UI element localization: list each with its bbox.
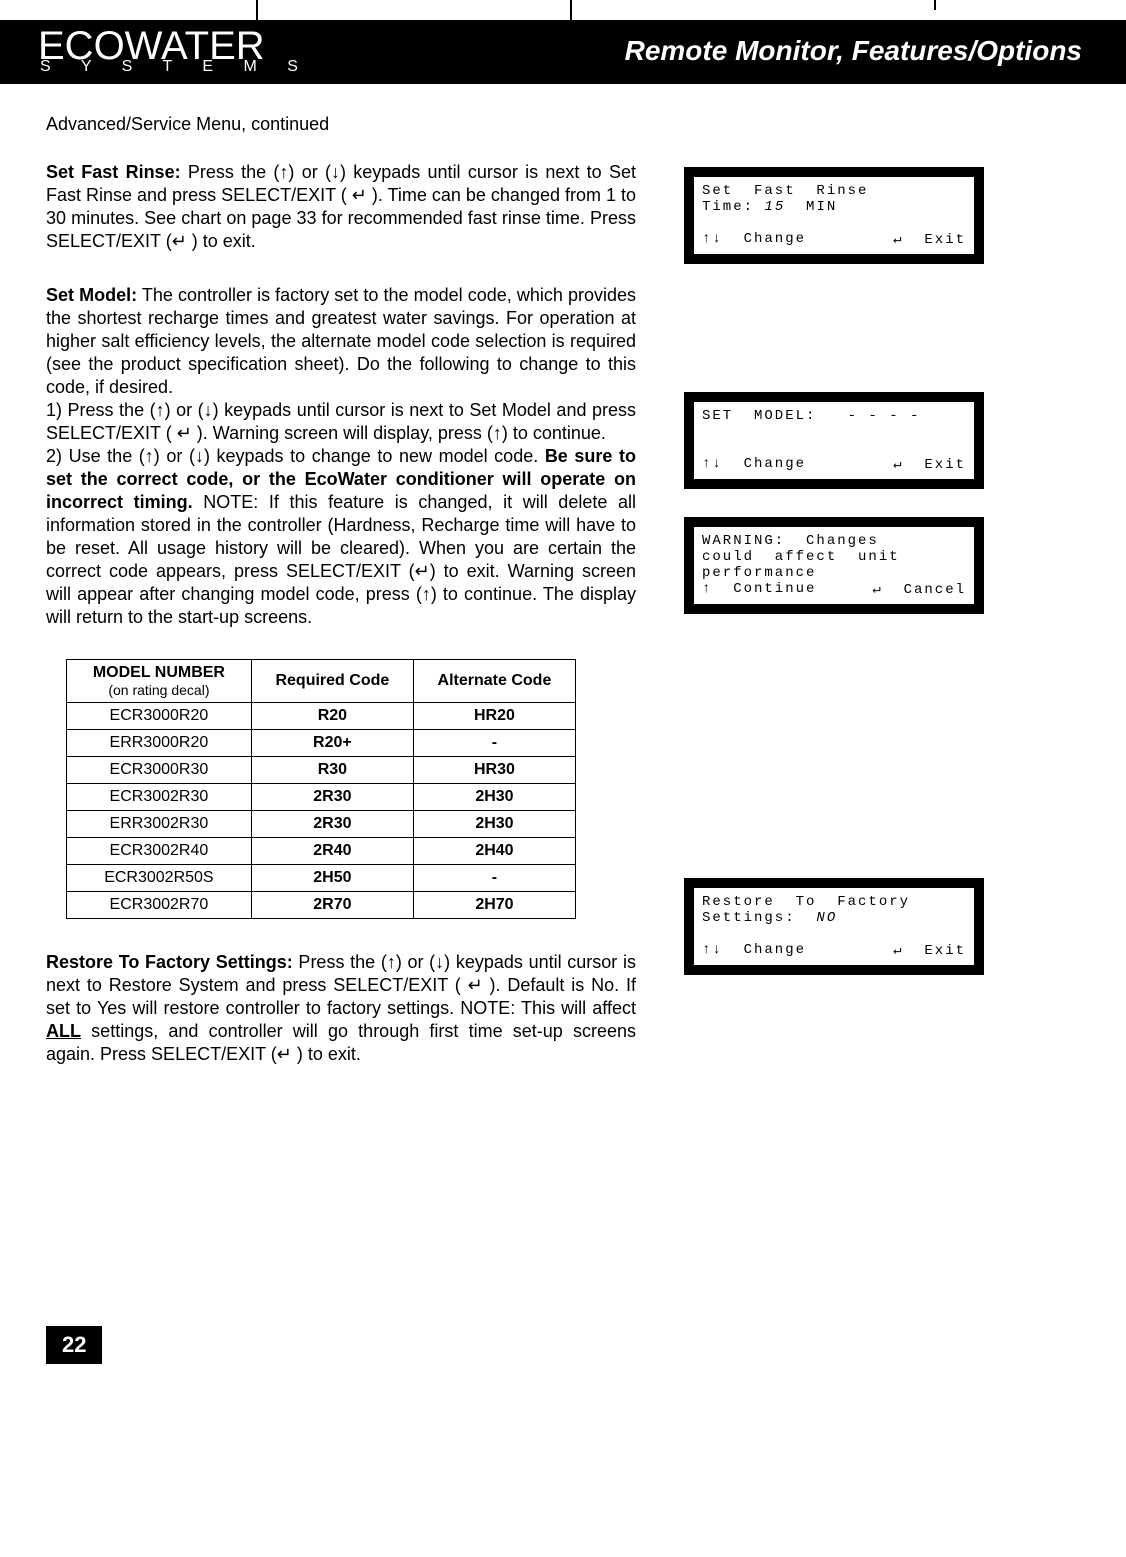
- table-row: ERR3000R20R20+-: [67, 729, 576, 756]
- th-model-main: MODEL NUMBER: [93, 664, 225, 681]
- lcd-fr-l2a: Time:: [702, 199, 764, 215]
- cell-alternate: 2H40: [413, 837, 575, 864]
- lcd-warning: WARNING: Changes could affect unit perfo…: [684, 517, 984, 614]
- lcd-fr-l2: Time: 15 MIN: [702, 199, 966, 215]
- lcd-fr-l2c: MIN: [785, 199, 837, 215]
- header-title: Remote Monitor, Features/Options: [625, 35, 1082, 67]
- lcd-r-fl: ↑↓ Change: [702, 942, 806, 959]
- cell-model: ECR3002R70: [67, 891, 252, 918]
- lcd-w-fl: ↑ Continue: [702, 581, 816, 598]
- lcd-w-fr: ↵ Cancel: [872, 581, 966, 598]
- cell-required: 2R40: [251, 837, 413, 864]
- th-alternate: Alternate Code: [413, 659, 575, 702]
- set-model-step2b: NOTE: If this feature is changed, it wil…: [46, 492, 636, 627]
- lcd-fr-l2b: 15: [764, 199, 785, 215]
- lead-fast-rinse: Set Fast Rinse:: [46, 162, 181, 182]
- page-number: 22: [46, 1326, 102, 1364]
- cell-alternate: HR20: [413, 702, 575, 729]
- cell-model: ECR3000R30: [67, 756, 252, 783]
- cell-model: ERR3002R30: [67, 810, 252, 837]
- lcd-r-l1: Restore To Factory: [702, 894, 966, 910]
- cell-required: R20: [251, 702, 413, 729]
- lcd-fast-rinse: Set Fast Rinse Time: 15 MIN ↑↓ Change ↵ …: [684, 167, 984, 264]
- cell-model: ERR3000R20: [67, 729, 252, 756]
- restore-all: ALL: [46, 1021, 81, 1041]
- cell-alternate: 2H30: [413, 783, 575, 810]
- cell-model: ECR3002R50S: [67, 864, 252, 891]
- th-model-sub: (on rating decal): [75, 682, 243, 698]
- table-row: ERR3002R302R302H30: [67, 810, 576, 837]
- top-rule: [0, 0, 1126, 22]
- para-restore: Restore To Factory Settings: Press the (…: [46, 951, 636, 1066]
- brand: ECOWATER S Y S T E M S: [38, 28, 311, 74]
- lcd-r-l2b: NO: [816, 910, 837, 926]
- table-row: ECR3002R702R702H70: [67, 891, 576, 918]
- lcd-fr-fl: ↑↓ Change: [702, 231, 806, 248]
- lcd-w-l1: WARNING: Changes: [702, 533, 966, 549]
- cell-required: 2H50: [251, 864, 413, 891]
- cell-required: 2R30: [251, 783, 413, 810]
- cell-required: R20+: [251, 729, 413, 756]
- cell-required: 2R30: [251, 810, 413, 837]
- header-bar: ECOWATER S Y S T E M S Remote Monitor, F…: [0, 22, 1126, 84]
- lcd-sm-fl: ↑↓ Change: [702, 456, 806, 473]
- lcd-restore: Restore To Factory Settings: NO ↑↓ Chang…: [684, 878, 984, 975]
- lcd-fr-l1: Set Fast Rinse: [702, 183, 966, 199]
- lcd-sm-fr: ↵ Exit: [893, 456, 966, 473]
- restore-body-b: settings, and controller will go through…: [46, 1021, 636, 1064]
- cell-alternate: 2H70: [413, 891, 575, 918]
- cell-alternate: -: [413, 864, 575, 891]
- lcd-r-fr: ↵ Exit: [893, 942, 966, 959]
- cell-required: 2R70: [251, 891, 413, 918]
- lcd-r-l2: Settings: NO: [702, 910, 966, 926]
- continued-line: Advanced/Service Menu, continued: [46, 114, 1080, 135]
- cell-model: ECR3002R30: [67, 783, 252, 810]
- lcd-fr-fr: ↵ Exit: [893, 231, 966, 248]
- table-row: ECR3000R30R30HR30: [67, 756, 576, 783]
- cell-model: ECR3002R40: [67, 837, 252, 864]
- set-model-step2a: 2) Use the (↑) or (↓) keypads to change …: [46, 446, 545, 466]
- lcd-r-l2a: Settings:: [702, 910, 816, 926]
- lcd-w-l2: could affect unit: [702, 549, 966, 565]
- table-row: ECR3002R302R302H30: [67, 783, 576, 810]
- para-set-model: Set Model: The controller is factory set…: [46, 284, 636, 629]
- lcd-sm-l1: SET MODEL: - - - -: [702, 408, 966, 424]
- para-fast-rinse: Set Fast Rinse: Press the (↑) or (↓) key…: [46, 161, 636, 253]
- cell-required: R30: [251, 756, 413, 783]
- cell-model: ECR3000R20: [67, 702, 252, 729]
- cell-alternate: HR30: [413, 756, 575, 783]
- th-required: Required Code: [251, 659, 413, 702]
- lead-restore: Restore To Factory Settings:: [46, 952, 293, 972]
- cell-alternate: 2H30: [413, 810, 575, 837]
- table-row: ECR3002R50S2H50-: [67, 864, 576, 891]
- set-model-step1: 1) Press the (↑) or (↓) keypads until cu…: [46, 400, 636, 443]
- lcd-w-l3: performance: [702, 565, 966, 581]
- lcd-set-model: SET MODEL: - - - - ↑↓ Change ↵ Exit: [684, 392, 984, 489]
- th-model: MODEL NUMBER (on rating decal): [67, 659, 252, 702]
- brand-sub: S Y S T E M S: [40, 60, 311, 74]
- table-row: ECR3002R402R402H40: [67, 837, 576, 864]
- cell-alternate: -: [413, 729, 575, 756]
- lead-set-model: Set Model:: [46, 285, 137, 305]
- codes-table: MODEL NUMBER (on rating decal) Required …: [66, 659, 576, 919]
- table-row: ECR3000R20R20HR20: [67, 702, 576, 729]
